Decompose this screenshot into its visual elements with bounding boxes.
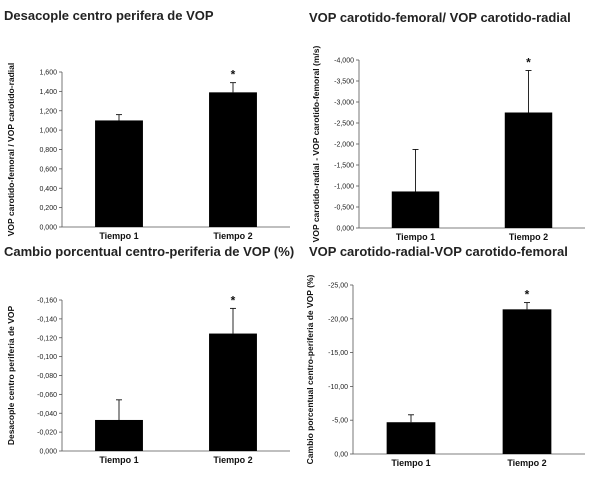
significance-mark-2: *: [526, 56, 531, 70]
significance-mark-2: *: [231, 68, 236, 82]
y-tick-label: 0,000: [336, 226, 354, 233]
bar-1: [95, 419, 143, 451]
y-tick-label: 0,600: [39, 166, 57, 173]
y-tick-label: 0,00: [334, 452, 348, 459]
y-axis-label: Desacople centro periferia de VOP: [6, 305, 16, 445]
bar-1: [95, 120, 143, 227]
chart-title-4: VOP carotido-radial-VOP carotido-femoral: [309, 244, 568, 259]
y-tick-label: -3,000: [334, 100, 354, 107]
chart-panel-1: Desacople centro perifera de VOP 0,000 0,…: [0, 0, 300, 241]
y-tick-label: 1,400: [39, 89, 57, 96]
y-axis-label: Cambio porcentual centro-periferia de VO…: [305, 274, 315, 464]
y-tick-label: -2,500: [334, 121, 354, 128]
y-tick-label: -5,00: [332, 418, 348, 425]
y-tick-label: 0,000: [39, 225, 57, 232]
bar-2: [209, 92, 257, 227]
y-tick-label: 0,400: [39, 186, 57, 193]
y-tick-label: -10,00: [328, 384, 348, 391]
x-category-label-2: Tiempo 2: [507, 458, 546, 468]
y-tick-label: -20,00: [328, 316, 348, 323]
y-tick-label: -0,500: [334, 205, 354, 212]
significance-mark-2: *: [525, 288, 530, 302]
y-tick-label: -15,00: [328, 350, 348, 357]
y-axis-label: VOP carotido-femoral / VOP carotido-radi…: [6, 63, 16, 237]
chart-svg-3: 0,000 -0,020 -0,040 -0,060 -0,080 -0,100 -0,12…: [6, 293, 290, 465]
y-tick-label: 1,200: [39, 108, 57, 115]
y-tick-label: -1,000: [334, 184, 354, 191]
y-tick-label: -0,140: [37, 316, 57, 323]
y-tick-label: -1,500: [334, 163, 354, 170]
y-tick-label: -0,120: [37, 335, 57, 342]
chart-panel-4: VOP carotido-radial-VOP carotido-femoral…: [305, 240, 597, 482]
chart-title-2: VOP carotido-femoral/ VOP carotido-radia…: [309, 10, 571, 25]
x-category-label-1: Tiempo 1: [99, 455, 138, 465]
y-tick-label: -25,00: [328, 283, 348, 290]
y-tick-label: -4,000: [334, 58, 354, 65]
y-tick-label: -0,060: [37, 392, 57, 399]
x-category-label-1: Tiempo 1: [391, 458, 430, 468]
chart-panel-2: VOP carotido-femoral/ VOP carotido-radia…: [305, 0, 597, 243]
y-tick-label: 1,600: [39, 70, 57, 77]
y-tick-label: -2,000: [334, 142, 354, 149]
y-tick-label: 0,200: [39, 205, 57, 212]
y-tick-label: 0,000: [39, 449, 57, 456]
chart-svg-2: 0,000 -0,500 -1,000 -1,500 -2,000 -2,500 -3,00…: [311, 46, 585, 243]
x-category-label-1: Tiempo 1: [396, 232, 435, 242]
chart-svg-1: 0,000 0,200 0,400 0,600 0,800 1,000 1,200 1,400…: [6, 63, 290, 241]
bar-2: [504, 112, 553, 228]
y-tick-label: -0,160: [37, 298, 57, 305]
x-category-label-1: Tiempo 1: [99, 231, 138, 241]
y-tick-label: -0,100: [37, 354, 57, 361]
y-tick-label: 0,800: [39, 147, 57, 154]
chart-svg-4: 0,00 -5,00 -10,00 -15,00 -20,00 -25,00 Cambio …: [305, 274, 585, 468]
chart-panel-3: Cambio porcentual centro-periferia de VO…: [0, 240, 300, 482]
x-category-label-2: Tiempo 2: [213, 455, 252, 465]
y-tick-label: -3,500: [334, 79, 354, 86]
chart-title-3: Cambio porcentual centro-periferia de VO…: [4, 244, 295, 259]
y-axis-label: VOP carotido-radial - VOP carotido-femor…: [311, 46, 321, 243]
bar-1: [391, 191, 440, 228]
y-tick-label: -0,040: [37, 411, 57, 418]
y-tick-label: -0,020: [37, 430, 57, 437]
significance-mark-2: *: [231, 293, 236, 307]
x-category-label-2: Tiempo 2: [213, 231, 252, 241]
chart-title-1: Desacople centro perifera de VOP: [4, 8, 214, 23]
y-tick-label: 1,000: [39, 128, 57, 135]
bar-1: [386, 422, 436, 454]
bar-2: [502, 309, 552, 454]
x-category-label-2: Tiempo 2: [509, 232, 548, 242]
bar-2: [209, 333, 257, 451]
y-tick-label: -0,080: [37, 373, 57, 380]
